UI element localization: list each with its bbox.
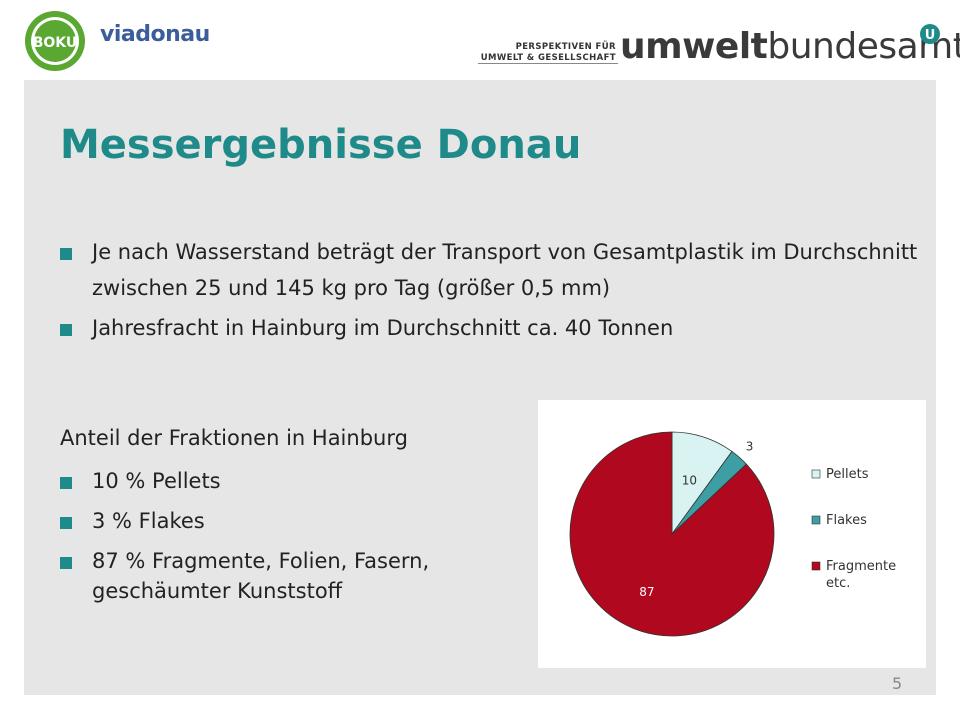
uba-tagline-line-2: UMWELT & GESELLSCHAFT [480,53,616,63]
legend-swatch [811,469,821,479]
fraction-text: 10 % Pellets [92,469,221,493]
bullet-square-icon [60,557,72,569]
fraction-item: 10 % Pellets [60,466,540,496]
page-number: 5 [892,674,903,693]
uba-tagline-line-1: PERSPEKTIVEN FÜR [515,42,616,52]
bullet-text: Jahresfracht in Hainburg im Durchschnitt… [92,316,674,340]
pie-chart-svg: 10 3 87 Pellets Flakes Fragmente etc. [569,431,896,637]
bullet-square-icon [60,324,72,336]
bullet-item: Jahresfracht in Hainburg im Durchschnitt… [60,310,920,346]
fraction-item: 3 % Flakes [60,506,540,536]
main-bullets: Je nach Wasserstand beträgt der Transpor… [60,234,920,350]
bullet-text: Je nach Wasserstand beträgt der Transpor… [92,240,918,300]
boku-logo: BOKU [25,11,85,71]
legend-label: Flakes [826,513,867,528]
umweltbundesamt-logo: umweltbundesamt [620,26,960,67]
legend-label: Pellets [826,467,869,482]
legend-swatch [811,561,821,571]
pie-data-label: 3 [746,439,754,453]
boku-logo-text: BOKU [33,35,78,51]
bullet-square-icon [60,248,72,260]
fraction-item: 87 % Fragmente, Folien, Fasern, geschäum… [60,546,540,606]
pie-data-label: 10 [682,474,697,488]
slide-title: Messergebnisse Donau [60,122,582,168]
uba-mark-icon: U [920,24,940,44]
uba-name-bold: umwelt [620,26,768,67]
viadonau-logo: viadonau [100,22,210,47]
pie-chart: 10 3 87 Pellets Flakes Fragmente etc. [538,400,926,668]
uba-tagline: PERSPEKTIVEN FÜR UMWELT & GESELLSCHAFT [478,42,616,64]
fraction-text: 87 % Fragmente, Folien, Fasern, geschäum… [92,549,430,603]
bullet-square-icon [60,477,72,489]
legend-label: Fragmente etc. [826,559,896,591]
pie-data-label: 87 [639,585,654,599]
bullet-item: Je nach Wasserstand beträgt der Transpor… [60,234,920,306]
bullet-square-icon [60,517,72,529]
fractions-heading: Anteil der Fraktionen in Hainburg [60,426,408,450]
fraction-text: 3 % Flakes [92,509,205,533]
fraction-bullets: 10 % Pellets 3 % Flakes 87 % Fragmente, … [60,466,540,616]
uba-mark-letter: U [925,28,936,43]
legend-swatch [811,515,821,525]
uba-divider [478,63,618,64]
pie-slice-fragmente [569,431,775,637]
